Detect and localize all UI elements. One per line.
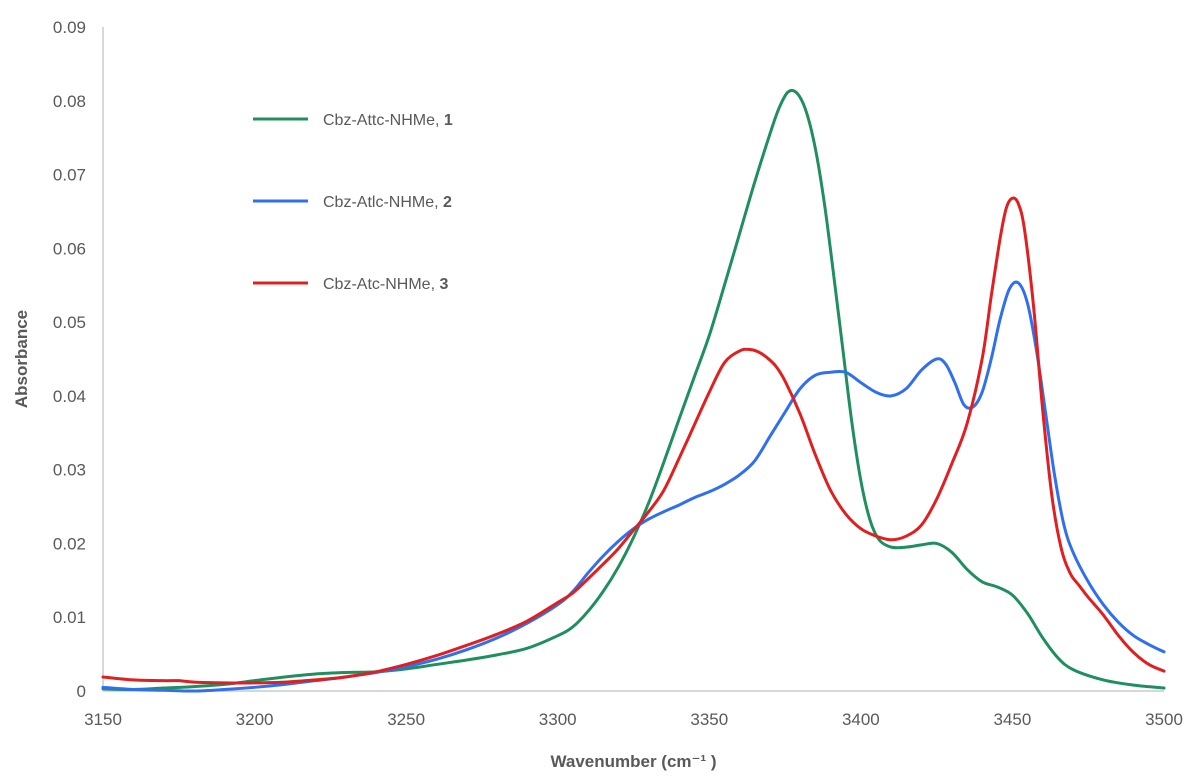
y-tick-label: 0.06 <box>53 239 86 258</box>
y-tick-label: 0.05 <box>53 313 86 332</box>
y-tick-label: 0.08 <box>53 92 86 111</box>
y-tick-labels: 0 0.01 0.02 0.03 0.04 0.05 0.06 0.07 0.08 0.09 <box>53 18 86 701</box>
x-tick-label: 3400 <box>842 710 880 729</box>
y-tick-label: 0.02 <box>53 534 86 553</box>
series-layer <box>101 88 1166 693</box>
legend-compound-number: 1 <box>444 112 453 129</box>
x-tick-label: 3350 <box>690 710 728 729</box>
x-tick-labels: 3150 3200 3250 3300 3350 3400 3450 3500 <box>84 710 1183 729</box>
axes-layer <box>102 27 1164 692</box>
legend-series-name: Cbz-Atlc-NHMe, <box>323 194 443 211</box>
series-line-1 <box>101 88 1166 692</box>
legend-label: Cbz-Atc-NHMe, 3 <box>323 276 448 293</box>
legend-item-1: Cbz-Attc-NHMe, 1 <box>253 112 453 129</box>
legend-compound-number: 2 <box>443 194 452 211</box>
y-tick-label: 0.03 <box>53 461 86 480</box>
series-line-3 <box>101 196 1166 685</box>
legend-label: Cbz-Atlc-NHMe, 2 <box>323 194 452 211</box>
series-line-2 <box>101 280 1166 693</box>
x-tick-label: 3300 <box>539 710 577 729</box>
y-tick-label: 0.01 <box>53 608 86 627</box>
legend-series-name: Cbz-Attc-NHMe, <box>323 112 444 129</box>
legend-item-2: Cbz-Atlc-NHMe, 2 <box>253 194 452 211</box>
legend-compound-number: 3 <box>439 276 448 293</box>
x-tick-label: 3450 <box>994 710 1032 729</box>
x-tick-label: 3250 <box>387 710 425 729</box>
legend-label: Cbz-Attc-NHMe, 1 <box>323 112 453 129</box>
y-tick-label: 0.07 <box>53 166 86 185</box>
y-tick-label: 0.04 <box>53 387 86 406</box>
x-tick-label: 3500 <box>1145 710 1183 729</box>
x-axis-title: Wavenumber (cm⁻¹ ) <box>550 752 716 771</box>
y-axis-title: Absorbance <box>12 310 31 408</box>
x-tick-label: 3150 <box>84 710 122 729</box>
y-tick-label: 0 <box>77 682 86 701</box>
legend-item-3: Cbz-Atc-NHMe, 3 <box>253 276 448 293</box>
x-tick-label: 3200 <box>236 710 274 729</box>
legend: Cbz-Attc-NHMe, 1 Cbz-Atlc-NHMe, 2 Cbz-Atc-… <box>253 112 453 293</box>
y-tick-label: 0.09 <box>53 18 86 37</box>
legend-series-name: Cbz-Atc-NHMe, <box>323 276 439 293</box>
